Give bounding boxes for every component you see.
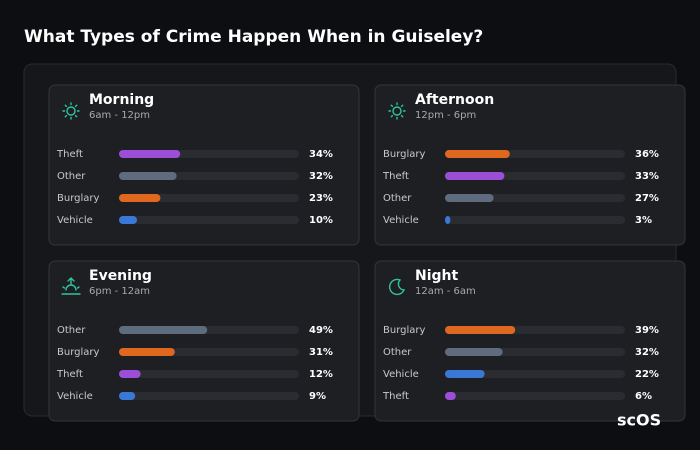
value-label: 6% <box>635 391 652 402</box>
category-label: Burglary <box>57 193 99 204</box>
category-label: Other <box>383 347 412 358</box>
panel <box>374 260 686 422</box>
bar-track <box>445 370 625 378</box>
category-label: Vehicle <box>57 215 93 226</box>
category-label: Burglary <box>383 325 425 336</box>
bar <box>445 348 503 356</box>
value-label: 33% <box>635 171 659 182</box>
moon-icon <box>388 278 406 296</box>
value-label: 32% <box>309 171 333 182</box>
category-label: Theft <box>56 149 83 160</box>
bar <box>445 326 516 334</box>
bar <box>119 348 175 356</box>
category-label: Burglary <box>57 347 99 358</box>
bar-track <box>119 194 299 202</box>
bar <box>445 370 485 378</box>
category-label: Vehicle <box>383 215 419 226</box>
bar <box>445 150 510 158</box>
bar <box>445 216 451 224</box>
bar-track <box>119 370 299 378</box>
value-label: 39% <box>635 325 659 336</box>
value-label: 32% <box>635 347 659 358</box>
value-label: 31% <box>309 347 333 358</box>
panel-title: Afternoon <box>415 92 494 108</box>
bar <box>119 172 177 180</box>
sun-icon <box>62 102 80 120</box>
panels: Morning 6am - 12pm Theft 34% Other 32% Burglar… <box>48 84 686 422</box>
value-label: 9% <box>309 391 326 402</box>
value-label: 3% <box>635 215 652 226</box>
category-label: Vehicle <box>57 391 93 402</box>
panel-title: Night <box>415 268 459 284</box>
bar-track <box>119 216 299 224</box>
bar <box>445 392 456 400</box>
category-label: Vehicle <box>383 369 419 380</box>
value-label: 34% <box>309 149 333 160</box>
bar <box>119 392 136 400</box>
value-label: 10% <box>309 215 333 226</box>
bar-track <box>445 392 625 400</box>
panel-title: Morning <box>89 92 154 108</box>
bar <box>119 370 141 378</box>
value-label: 27% <box>635 193 659 204</box>
bar <box>119 216 137 224</box>
bar <box>119 194 161 202</box>
panel-subtitle: 6am - 12pm <box>89 110 150 121</box>
panel-subtitle: 12pm - 6pm <box>415 110 476 121</box>
panel <box>374 84 686 246</box>
value-label: 23% <box>309 193 333 204</box>
value-label: 49% <box>309 325 333 336</box>
category-label: Other <box>57 171 86 182</box>
category-label: Other <box>57 325 86 336</box>
bar <box>119 150 181 158</box>
value-label: 36% <box>635 149 659 160</box>
panel <box>48 84 360 246</box>
category-label: Theft <box>382 391 409 402</box>
panel-subtitle: 6pm - 12am <box>89 286 150 297</box>
bar <box>119 326 208 334</box>
sun-icon <box>388 102 406 120</box>
logo: scOS <box>617 411 661 430</box>
value-label: 22% <box>635 369 659 380</box>
value-label: 12% <box>309 369 333 380</box>
category-label: Theft <box>382 171 409 182</box>
panel <box>48 260 360 422</box>
panel-subtitle: 12am - 6am <box>415 286 476 297</box>
category-label: Other <box>383 193 412 204</box>
bar <box>445 172 505 180</box>
bar-track <box>119 392 299 400</box>
panel-title: Evening <box>89 268 152 284</box>
category-label: Burglary <box>383 149 425 160</box>
bar <box>445 194 494 202</box>
sunrise-icon <box>61 277 81 295</box>
page-title: What Types of Crime Happen When in Guise… <box>24 27 483 47</box>
bar-track <box>445 216 625 224</box>
category-label: Theft <box>56 369 83 380</box>
